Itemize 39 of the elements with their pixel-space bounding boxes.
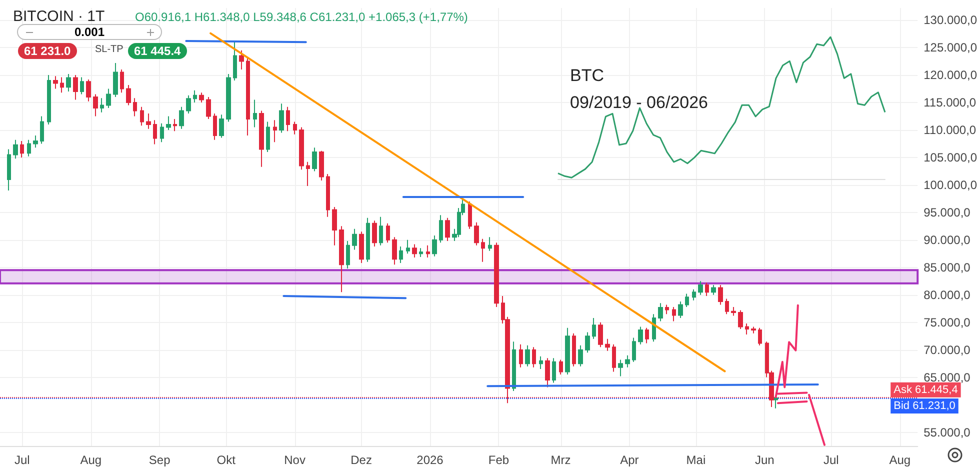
annotation: SL-TP [95,44,124,55]
ref-line-label: Bid 61.231,0 [894,400,956,412]
x-tick-label: Sep [148,453,171,467]
y-tick-label: 75.000,0 [924,315,971,330]
text: 09/2019 - 06/2026 [570,93,708,112]
annotation: 61 445.4 [128,43,187,59]
x-tick-label: Jul [14,453,30,467]
annotation: 61 231.0 [18,43,77,59]
y-tick-label: 130.000,0 [924,13,978,28]
x-tick-label: Feb [488,453,510,467]
y-tick-label: 55.000,0 [924,425,971,440]
ref-line-label: Ask 61.445,4 [894,384,958,396]
x-tick-label: Jul [824,453,839,467]
chart-subtitle: O60.916,1 H61.348,0 L59.348,6 C61.231,0 +1.065,3 (+1,77%) [135,10,468,24]
y-tick-label: 90.000,0 [924,232,971,247]
x-tick-label: Mai [686,453,706,467]
y-tick-label: 110.000,0 [924,123,976,138]
x-tick-label: Mrz [550,453,571,467]
x-tick-label: Jun [755,453,774,467]
y-tick-label: 115.000,0 [924,96,976,110]
x-tick-label: Apr [620,453,639,467]
x-tick-label: 2026 [416,453,444,467]
x-tick-label: Nov [284,453,306,467]
y-tick-label: 80.000,0 [924,288,971,302]
y-tick-label: 105.000,0 [924,150,978,164]
x-tick-label: Aug [889,453,911,467]
x-tick-label: Okt [216,453,236,467]
x-tick-label: Dez [350,453,372,467]
chart-title: BITCOIN · 1T [13,8,105,25]
quantity-field: 0.001 [17,24,162,40]
y-tick-label: 85.000,0 [924,260,971,274]
text: BTC [570,66,604,85]
y-tick-label: 125.000,0 [924,40,978,55]
y-tick-label: 70.000,0 [924,342,971,357]
y-tick-label: 100.000,0 [924,178,978,192]
y-tick-label: 65.000,0 [924,370,971,384]
x-tick-label: Aug [80,453,102,467]
y-tick-label: 95.000,0 [924,205,971,220]
y-tick-label: 120.000,0 [924,68,978,82]
